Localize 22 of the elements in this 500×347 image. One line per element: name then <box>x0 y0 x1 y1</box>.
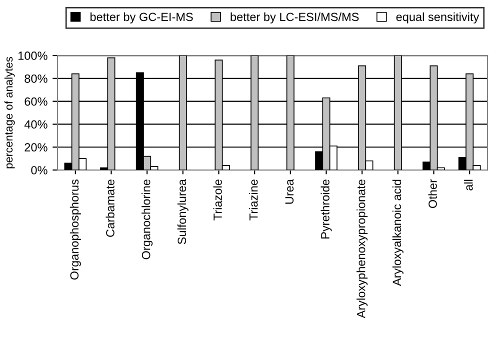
x-tick-label: Sulfonylurea <box>177 179 188 244</box>
y-tick-label: 60% <box>24 97 48 106</box>
x-tick-label: Pyrethroide <box>320 180 332 238</box>
x-tick-label: Organochlorine <box>142 180 153 260</box>
x-tick-label: Carbamate <box>106 180 114 237</box>
x-tick-label: Urea <box>285 179 294 204</box>
x-tick-label: Triazine <box>249 180 258 220</box>
y-tick-label: 20% <box>24 143 48 152</box>
y-tick-label: 40% <box>24 120 48 129</box>
x-tick-label: Triazole <box>213 180 222 220</box>
y-tick-label: 0% <box>31 166 48 174</box>
x-tick-label: Other <box>428 179 437 208</box>
legend-label: better by LC-ESI/MS/MS <box>230 12 359 24</box>
legend-label: equal sensitivity <box>396 12 480 24</box>
legend-label: better by GC-EI-MS <box>90 12 193 24</box>
x-tick-label: Aryloxyalkanoic acid <box>392 180 404 286</box>
y-tick-label: 80% <box>24 74 48 83</box>
x-tick-label: Organophosphorus <box>70 179 81 280</box>
y-tick-label: 100% <box>18 52 48 60</box>
x-tick-label: all <box>464 180 473 190</box>
y-axis-title: percentage of analytes <box>4 56 15 168</box>
x-tick-label: Aryloxyphenoxypropionate <box>356 180 368 318</box>
